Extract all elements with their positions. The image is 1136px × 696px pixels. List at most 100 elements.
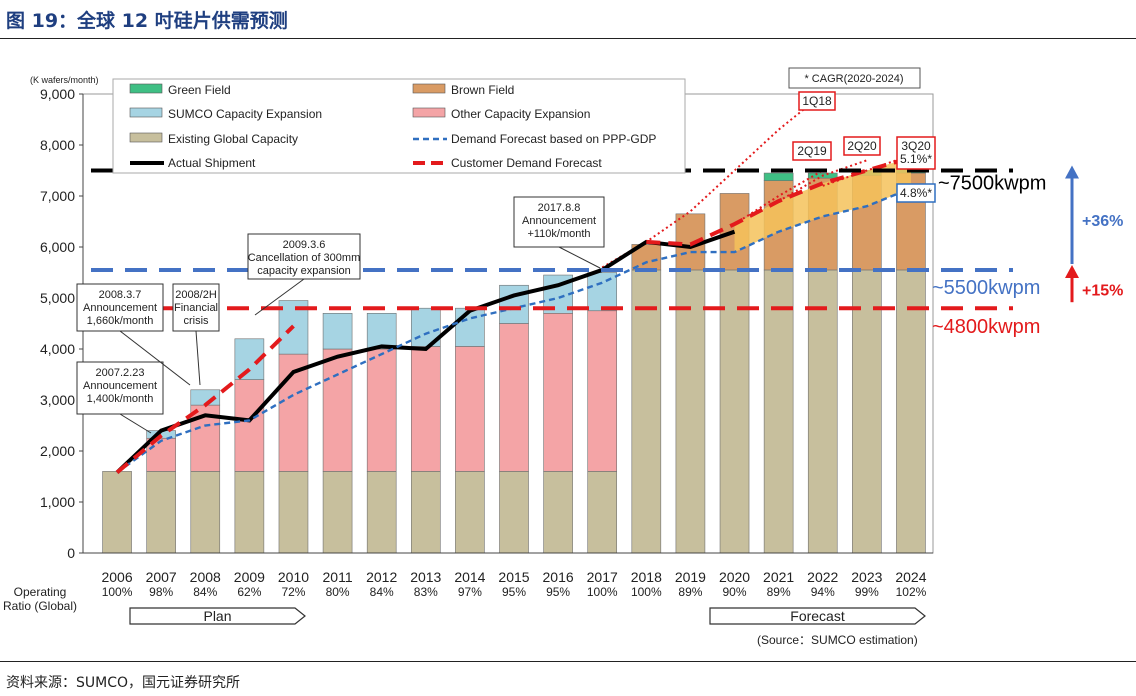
forecast-vintage-box	[798, 91, 836, 111]
operating-ratio-value: 100%	[587, 585, 618, 599]
annotation-box	[76, 283, 164, 332]
legend-label: SUMCO Capacity Expansion	[168, 107, 322, 121]
x-tick-label: 2013	[410, 569, 441, 585]
plan-arrow-label: Plan	[203, 608, 231, 624]
series-line	[646, 155, 912, 247]
cagr-box	[788, 67, 921, 89]
x-tick-label: 2023	[851, 569, 882, 585]
legend-label: Brown Field	[451, 83, 514, 97]
x-tick-label: 2020	[719, 569, 750, 585]
annotation-text: 2008.3.7 Announcement 1,660k/month	[83, 289, 157, 327]
annotation-text: 2008/2H Financial crisis	[174, 289, 218, 327]
y-tick-label: 4,000	[40, 341, 75, 357]
operating-ratio-value: 83%	[414, 585, 438, 599]
forecast-vintage-label: 1Q18	[802, 94, 832, 108]
bar-segment	[499, 323, 529, 472]
reference-label-4800: ~4800kwpm	[932, 316, 1040, 338]
bar-segment	[807, 269, 838, 554]
forecast-dotted-line	[778, 159, 868, 202]
operating-ratio-label: Operating Ratio (Global)	[3, 585, 77, 613]
annotation-pointer	[254, 278, 305, 316]
bar-segment	[366, 312, 397, 350]
x-tick-label: 2007	[146, 569, 177, 585]
operating-ratio-value: 62%	[237, 585, 261, 599]
annotation-text: 2007.2.23 Announcement 1,400k/month	[83, 367, 157, 405]
bar-segment	[455, 346, 485, 472]
bar-segment	[896, 269, 926, 554]
x-tick-label: 2016	[543, 569, 574, 585]
y-tick-label: 5,000	[40, 290, 75, 306]
plan-arrow	[129, 607, 306, 625]
bar-segment	[322, 471, 353, 554]
legend-box	[112, 78, 686, 174]
x-tick-label: 2009	[234, 569, 265, 585]
series-line	[115, 229, 736, 474]
operating-ratio-value: 95%	[502, 585, 526, 599]
annotation-pointer	[119, 413, 152, 434]
bar-segment	[631, 269, 662, 554]
gdp-cagr-label: 4.8%*	[900, 186, 932, 200]
bar-segment	[234, 379, 265, 472]
bar-segment	[587, 272, 618, 312]
gdp-cagr-box	[896, 183, 936, 203]
x-tick-label: 2011	[323, 569, 353, 585]
growth-label-36: +36%	[1082, 213, 1123, 230]
bar-segment	[719, 269, 750, 554]
x-tick-label: 2022	[807, 569, 838, 585]
operating-ratio-value: 97%	[458, 585, 482, 599]
y-tick-label: 9,000	[40, 86, 75, 102]
y-tick-label: 0	[67, 545, 75, 561]
y-tick-label: 8,000	[40, 137, 75, 153]
bar-segment	[410, 471, 441, 554]
annotation-text: 2009.3.6 Cancellation of 300mm capacity ex…	[248, 239, 361, 277]
reference-label-7500: ~7500kwpm	[938, 173, 1046, 195]
forecast-range-band	[734, 157, 911, 253]
forecast-arrow	[709, 607, 926, 625]
bar-segment	[499, 471, 529, 554]
operating-ratio-value: 80%	[326, 585, 350, 599]
bar-segment	[763, 172, 794, 182]
annotation-pointer	[119, 330, 191, 386]
operating-ratio-value: 100%	[102, 585, 133, 599]
forecast-vintage-label: 2Q19	[797, 144, 827, 158]
x-tick-label: 2012	[366, 569, 397, 585]
bar-segment	[410, 346, 441, 472]
growth-label-15: +15%	[1082, 282, 1123, 299]
x-tick-label: 2006	[101, 569, 132, 585]
operating-ratio-value: 89%	[767, 585, 791, 599]
growth-arrow-head	[1065, 264, 1079, 278]
bar-segment	[543, 471, 573, 554]
annotation-pointer	[195, 330, 201, 386]
x-tick-label: 2019	[675, 569, 706, 585]
annotation-box	[76, 361, 164, 415]
forecast-vintage-box	[896, 136, 936, 170]
operating-ratio-value: 89%	[678, 585, 702, 599]
legend-swatch	[129, 107, 163, 118]
bar-segment	[102, 471, 132, 554]
forecast-arrow-label: Forecast	[790, 608, 845, 624]
x-tick-label: 2021	[763, 569, 794, 585]
bar-segment	[499, 284, 529, 324]
bar-segment	[675, 269, 706, 554]
bar-segment	[190, 471, 221, 554]
bar-segment	[543, 312, 573, 472]
legend-label: Existing Global Capacity	[168, 132, 298, 146]
bar-segment	[366, 471, 397, 554]
forecast-vintage-label: 2Q20	[847, 139, 877, 153]
forecast-vintage-box	[792, 141, 832, 161]
operating-ratio-value: 90%	[723, 585, 747, 599]
annotation-box	[513, 196, 605, 248]
operating-ratio-value: 100%	[631, 585, 662, 599]
operating-ratio-value: 102%	[896, 585, 927, 599]
x-tick-label: 2014	[454, 569, 485, 585]
annotation-box	[172, 283, 220, 332]
cagr-label: * CAGR(2020-2024)	[804, 73, 903, 85]
forecast-dotted-line	[733, 169, 824, 225]
bar-segment	[455, 471, 485, 554]
bar-segment	[587, 471, 618, 554]
bar-segment	[366, 348, 397, 472]
annotation-pointer	[558, 246, 601, 269]
bar-segment	[322, 312, 353, 350]
bar-segment	[322, 348, 353, 472]
x-tick-label: 2008	[190, 569, 221, 585]
